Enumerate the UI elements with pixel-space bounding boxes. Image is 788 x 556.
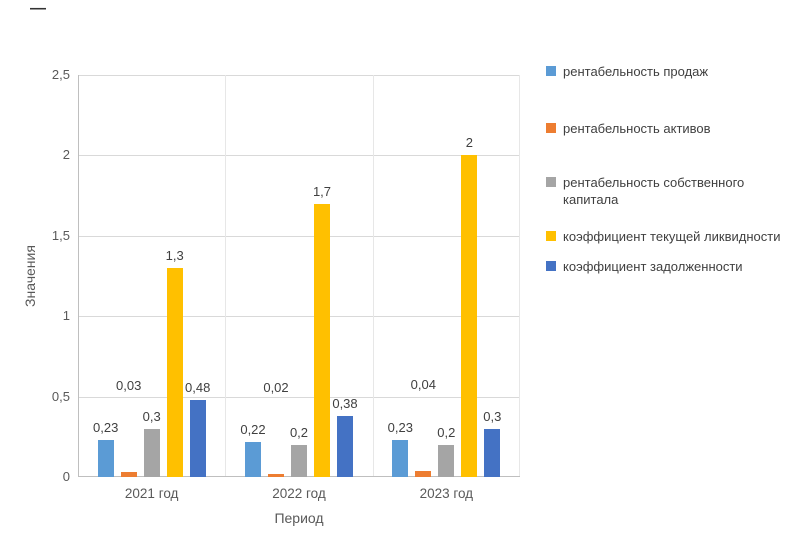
gridline bbox=[372, 75, 374, 477]
legend-item: рентабельность продаж bbox=[546, 63, 784, 80]
data-label: 0,03 bbox=[116, 378, 142, 394]
data-label: 0,3 bbox=[142, 408, 161, 424]
gridline bbox=[78, 75, 520, 76]
gridline bbox=[78, 316, 520, 318]
data-label: 0,48 bbox=[185, 379, 211, 395]
category-label: 2021 год bbox=[124, 486, 179, 501]
data-label: 0,23 bbox=[93, 420, 119, 436]
legend-item: коэффициент текущей ликвидности bbox=[546, 228, 784, 245]
x-axis-title: Период bbox=[274, 510, 324, 526]
data-label: 2 bbox=[465, 135, 473, 151]
bar bbox=[166, 267, 183, 477]
bar bbox=[143, 428, 160, 477]
y-tick-label: 2 bbox=[62, 147, 70, 163]
legend-swatch bbox=[546, 177, 556, 187]
bar bbox=[189, 399, 206, 477]
data-label: 0,2 bbox=[289, 424, 309, 440]
bar bbox=[120, 472, 137, 477]
bar bbox=[268, 473, 284, 477]
bar bbox=[291, 444, 307, 477]
legend-swatch bbox=[546, 66, 556, 76]
bar bbox=[461, 155, 478, 477]
plot-area: 0,23 0,03 0,3 1,3 0,48 0,22 0,02 0,2 1,7 0,38 0,23… bbox=[78, 75, 520, 477]
data-label: 0,04 bbox=[410, 376, 436, 392]
data-label: 0,38 bbox=[332, 395, 358, 411]
gridline bbox=[78, 235, 520, 237]
y-tick-label: 0 bbox=[62, 469, 70, 484]
gridline bbox=[225, 75, 227, 477]
legend-label: рентабельность продаж bbox=[563, 64, 709, 79]
gridline bbox=[519, 75, 520, 477]
y-tick-label: 2,5 bbox=[51, 67, 70, 82]
gridline bbox=[78, 396, 520, 398]
gridline bbox=[78, 155, 520, 157]
data-label: 0,2 bbox=[437, 424, 456, 440]
category-label: 2022 год bbox=[272, 486, 326, 501]
y-tick-label: 1 bbox=[62, 308, 70, 324]
bar bbox=[245, 441, 261, 477]
y-axis-title: Значения bbox=[22, 245, 38, 307]
bar bbox=[392, 440, 409, 477]
y-tick-label: 0,5 bbox=[51, 388, 70, 404]
bar bbox=[438, 444, 455, 477]
legend-item: рентабельность собственного капитала bbox=[546, 174, 784, 208]
legend: рентабельность продаж рентабельность акти… bbox=[546, 63, 784, 275]
stray-mark: — bbox=[30, 0, 46, 17]
data-label: 0,3 bbox=[483, 408, 502, 424]
legend-swatch bbox=[546, 231, 556, 241]
y-axis-line bbox=[78, 75, 79, 477]
bar bbox=[97, 440, 114, 477]
bar bbox=[337, 415, 353, 477]
legend-item: рентабельность активов bbox=[546, 120, 784, 137]
legend-label: рентабельность активов bbox=[563, 121, 711, 136]
legend-label: коэффициент текущей ликвидности bbox=[563, 229, 781, 244]
legend-swatch bbox=[546, 261, 556, 271]
legend-swatch bbox=[546, 123, 556, 133]
bar bbox=[314, 203, 330, 477]
data-label: 0,02 bbox=[263, 379, 289, 395]
data-label: 0,22 bbox=[240, 421, 266, 437]
category-label: 2023 год bbox=[419, 486, 474, 501]
legend-label: коэффициент задолженности bbox=[563, 259, 743, 274]
y-tick-label: 1,5 bbox=[51, 227, 70, 243]
legend-label: рентабельность собственного капитала bbox=[563, 175, 745, 207]
bar bbox=[415, 470, 432, 477]
data-label: 1,7 bbox=[312, 183, 332, 199]
bar bbox=[484, 428, 501, 477]
data-label: 0,23 bbox=[387, 420, 413, 436]
data-label: 1,3 bbox=[165, 247, 184, 263]
legend-item: коэффициент задолженности bbox=[546, 258, 784, 275]
